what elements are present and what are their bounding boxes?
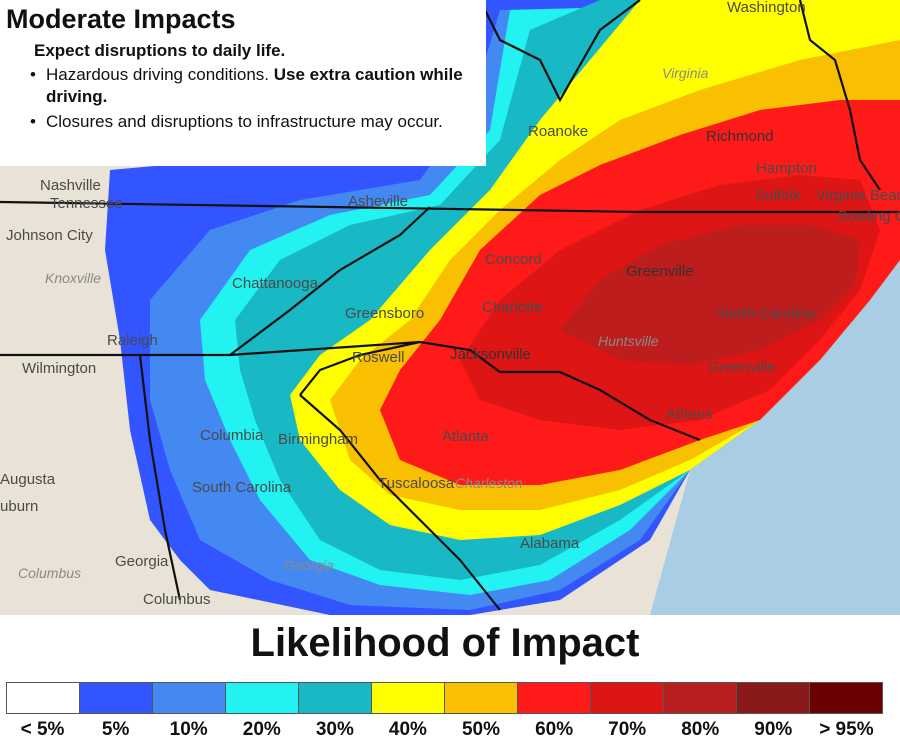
- bullet-text: Hazardous driving conditions.: [46, 65, 274, 84]
- city-label: Columbus: [143, 591, 211, 608]
- legend-title: Likelihood of Impact: [250, 621, 640, 665]
- legend-label: 80%: [681, 719, 720, 740]
- city-label: Wilmington: [22, 360, 96, 377]
- city-label: Tennessee: [50, 195, 123, 212]
- legend-swatch: [153, 683, 226, 713]
- legend-label: 10%: [169, 719, 208, 740]
- city-label: Washington: [727, 0, 806, 16]
- state-borders: [0, 0, 900, 611]
- legend-swatch: [372, 683, 445, 713]
- state-label: Knoxville: [45, 270, 101, 286]
- legend-label: 50%: [461, 719, 501, 740]
- impact-level-title: Moderate Impacts: [6, 4, 236, 34]
- impact-info-box: Moderate Impacts Expect disruptions to d…: [0, 0, 486, 166]
- state-label: Georgia: [284, 557, 334, 573]
- city-label: Birmingham: [278, 431, 358, 448]
- bullet-emphasis: Use extra caution while driving.: [46, 65, 463, 106]
- city-label: Raleigh: [107, 332, 158, 349]
- legend-swatch: [737, 683, 810, 713]
- city-label: Suffolk: [755, 187, 801, 204]
- state-label: Charleston: [455, 475, 523, 491]
- impact-bullet: Closures and disruptions to infrastructu…: [30, 111, 475, 133]
- state-label: Virginia: [662, 65, 709, 81]
- legend-label: 90%: [754, 719, 793, 740]
- legend-label: < 5%: [20, 719, 65, 740]
- legend-label: 20%: [242, 719, 281, 740]
- city-label: Hampton: [756, 160, 817, 177]
- legend-swatch: [591, 683, 664, 713]
- legend-labels: < 5% 5% 10% 20% 30% 40% 50% 60% 70% 80% 90% > 95%: [6, 719, 883, 741]
- legend-color-bar: [6, 682, 883, 714]
- city-label: Concord: [485, 251, 542, 268]
- city-label: Georgia: [115, 553, 169, 570]
- city-label: Greenville: [708, 359, 776, 376]
- legend-label: 30%: [315, 719, 354, 740]
- ocean: [650, 260, 900, 615]
- legend-swatch: [664, 683, 737, 713]
- impact-bullet: Hazardous driving conditions. Use extra …: [30, 64, 475, 108]
- city-label: Roanoke: [528, 123, 588, 140]
- city-label: South Carolina: [192, 479, 292, 496]
- legend-swatch: [518, 683, 591, 713]
- city-label: Richmond: [706, 128, 774, 145]
- city-label: Auburn: [0, 498, 38, 515]
- city-label: Greenville: [626, 263, 694, 280]
- city-label: Tuscaloosa: [378, 475, 455, 492]
- legend-label: > 95%: [819, 719, 874, 740]
- city-label: Greensboro: [345, 305, 424, 322]
- legend-swatch: [80, 683, 153, 713]
- legend-swatch: [226, 683, 299, 713]
- impact-subtitle: Expect disruptions to daily life.: [34, 41, 286, 60]
- city-label: Asheville: [348, 193, 408, 210]
- state-label: Huntsville: [598, 333, 659, 349]
- city-label: Virginia Beach: [816, 187, 900, 204]
- city-label: Jacksonville: [450, 346, 531, 363]
- city-label: Chattanooga: [232, 275, 319, 292]
- legend-label: 5%: [101, 719, 130, 740]
- city-label: Nashville: [40, 177, 101, 194]
- legend-swatch: [299, 683, 372, 713]
- city-label: Alabama: [520, 535, 580, 552]
- city-label: Bowling Green: [838, 208, 900, 225]
- city-label: Johnson City: [6, 227, 93, 244]
- city-label: Columbia: [200, 427, 264, 444]
- legend-swatch: [7, 683, 80, 713]
- legend-label: 70%: [608, 719, 647, 740]
- city-label: Atlanta: [442, 428, 489, 445]
- bullet-text: Closures and disruptions to infrastructu…: [46, 112, 443, 131]
- impact-map: Washington Virginia Roanoke Richmond Ham…: [0, 0, 900, 615]
- city-label: Roswell: [352, 349, 405, 366]
- city-label: Charlotte: [482, 299, 543, 316]
- city-label: Athens: [666, 406, 713, 423]
- city-label: North Carolina: [718, 305, 815, 322]
- band-80: [560, 225, 860, 365]
- map-svg: Washington Virginia Roanoke Richmond Ham…: [0, 0, 900, 615]
- legend-label: 60%: [535, 719, 574, 740]
- legend-swatch: [810, 683, 882, 713]
- impact-bullet-list: Hazardous driving conditions. Use extra …: [30, 64, 475, 136]
- city-label: Augusta: [0, 471, 56, 488]
- legend-swatch: [445, 683, 518, 713]
- legend-label: 40%: [388, 719, 427, 740]
- state-label: Columbus: [18, 565, 81, 581]
